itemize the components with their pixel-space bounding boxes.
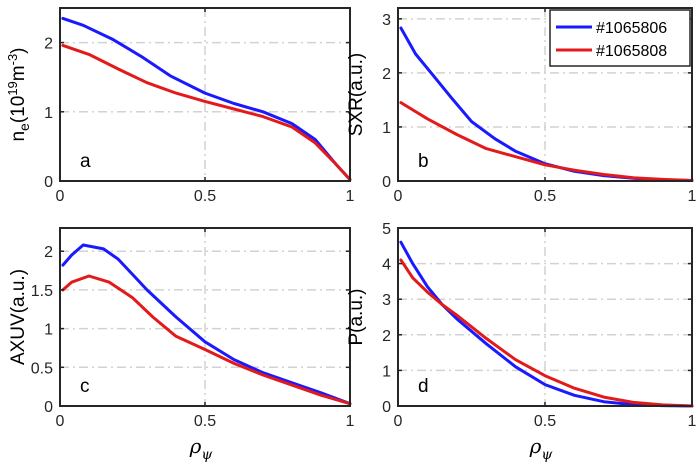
- series-line-2: [399, 258, 694, 408]
- y-tick-label: 0: [382, 174, 391, 191]
- y-axis-label: P(a.u.): [346, 288, 367, 345]
- panel-d: 0 0.5 1 0 1 2 3 4 5 d P(a.u.) ρψ: [346, 221, 697, 463]
- x-tick-label: 1: [688, 188, 697, 205]
- panel-c: 0 0.5 1 0 0.5 1 1.5 2 c AXUV(a.u.) ρψ: [8, 227, 355, 463]
- legend: #1065806 #1065808: [549, 9, 691, 67]
- y-tick-label: 3: [382, 12, 391, 29]
- x-tick-label: 0.5: [534, 188, 556, 205]
- panel-b: 0 0.5 1 0 1 2 3 b SXR(a.u.) #1065806 #1065808: [346, 7, 697, 205]
- legend-label: #1065806: [596, 20, 667, 37]
- panel-a: 0 0.5 1 0 1 2 a ne(1019m-3): [5, 7, 355, 205]
- y-axis-label: SXR(a.u.): [346, 53, 367, 136]
- x-tick-label: 1: [688, 413, 697, 430]
- y-tick-label: 1: [44, 322, 53, 339]
- y-tick-label: 1.5: [31, 283, 53, 300]
- series-line-2: [61, 274, 352, 406]
- series-line-1: [61, 16, 352, 182]
- panel-label: c: [80, 376, 90, 397]
- x-tick-label: 0.5: [194, 413, 216, 430]
- x-tick-label: 0.5: [194, 188, 216, 205]
- panel-label: b: [418, 151, 429, 172]
- series-line-1: [61, 243, 352, 406]
- y-tick-label: 1: [44, 105, 53, 122]
- x-tick-label: 0: [394, 413, 403, 430]
- x-tick-label: 0: [56, 188, 65, 205]
- y-tick-label: 1: [382, 120, 391, 137]
- y-axis-label: AXUV(a.u.): [8, 269, 29, 365]
- series-line-1: [399, 240, 694, 408]
- x-tick-label: 0.5: [534, 413, 556, 430]
- y-tick-label: 0: [382, 399, 391, 416]
- legend-box: [549, 9, 691, 67]
- y-tick-label: 4: [382, 257, 391, 274]
- y-tick-label: 0: [44, 399, 53, 416]
- y-tick-label: 2: [44, 36, 53, 53]
- y-tick-label: 2: [382, 328, 391, 345]
- series-line-2: [399, 101, 694, 182]
- y-axis-label: ne(1019m-3): [5, 47, 32, 141]
- legend-label: #1065808: [596, 43, 667, 60]
- panel-label: a: [80, 151, 91, 172]
- y-tick-label: 0.5: [31, 360, 53, 377]
- y-tick-label: 1: [382, 363, 391, 380]
- x-axis-label: ρψ: [189, 434, 214, 463]
- series-line-2: [61, 43, 352, 182]
- x-tick-label: 1: [346, 188, 355, 205]
- x-axis-label: ρψ: [529, 434, 554, 463]
- y-tick-label: 5: [382, 221, 391, 238]
- y-tick-label: 2: [44, 244, 53, 261]
- x-tick-label: 1: [346, 413, 355, 430]
- y-tick-label: 0: [44, 174, 53, 191]
- x-tick-label: 0: [394, 188, 403, 205]
- y-tick-label: 2: [382, 66, 391, 83]
- panel-label: d: [418, 376, 429, 397]
- x-tick-label: 0: [56, 413, 65, 430]
- y-tick-label: 3: [382, 292, 391, 309]
